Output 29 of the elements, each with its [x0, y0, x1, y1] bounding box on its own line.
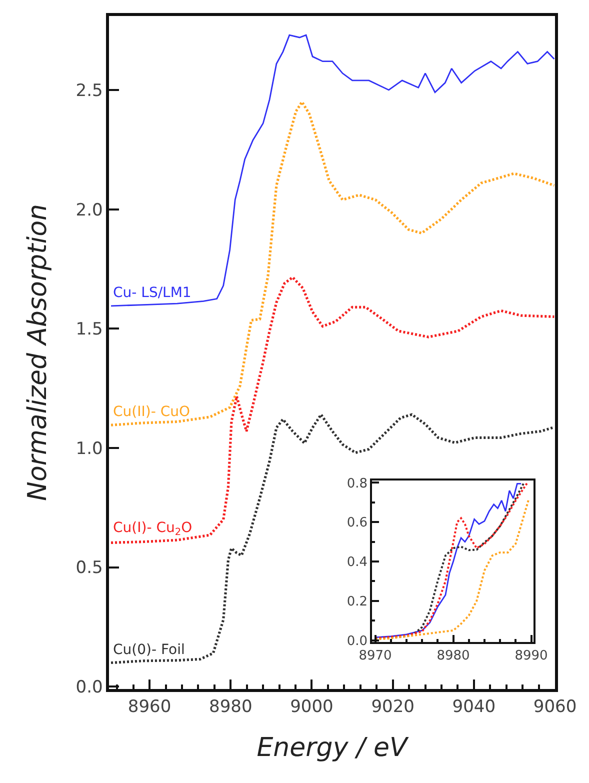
x-axis-title: Energy / eV	[256, 732, 410, 763]
y-tick-label: 2.5	[76, 80, 103, 101]
x-tick-label: 9040	[452, 697, 496, 718]
y-tick-label: 0.5	[76, 558, 103, 578]
series-label: Cu(0)- Foil	[113, 642, 185, 658]
y-tick-label: 0.4	[346, 555, 368, 570]
y-tick-label: 0.6	[346, 516, 368, 531]
x-tick-label: 9000	[290, 697, 334, 718]
x-tick-label: 9020	[371, 697, 414, 718]
series-label: Cu- LS/LM1	[113, 285, 192, 301]
y-tick-label: 1.5	[76, 320, 103, 340]
line-series	[110, 276, 555, 544]
line-series	[110, 34, 555, 307]
series-label: Cu(II)- CuO	[113, 404, 190, 420]
x-tick-label: 8970	[358, 648, 392, 664]
x-tick-label: 8980	[436, 648, 470, 664]
y-tick-label: 0.8	[346, 476, 368, 492]
y-tick-label: 2.0	[76, 200, 103, 220]
y-axis-title: Normalized Absorption	[23, 204, 54, 501]
x-tick-label: 8960	[128, 697, 172, 718]
y-tick-label: 0.0	[76, 678, 103, 698]
x-tick-label: 9060	[533, 697, 577, 718]
y-tick-label: 0.2	[346, 594, 368, 610]
series-label: Cu(I)- Cu$_{2}$O	[113, 520, 192, 538]
x-tick-label: 8980	[209, 697, 252, 718]
y-tick-label: 1.0	[76, 438, 103, 459]
line-series	[110, 100, 555, 426]
x-tick-label: 8990	[514, 648, 548, 664]
y-tick-label: 0.0	[346, 634, 368, 649]
